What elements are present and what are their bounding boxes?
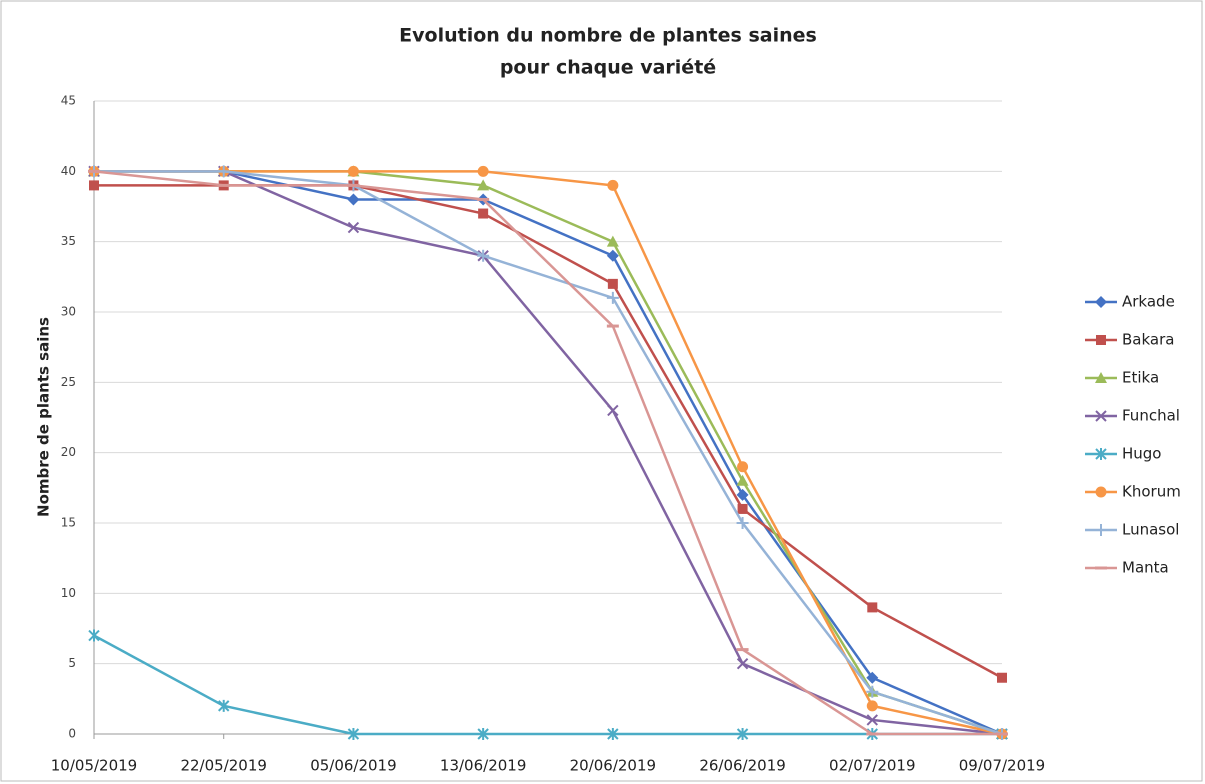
y-tick-label: 45 xyxy=(61,94,76,108)
x-tick-label: 05/06/2019 xyxy=(310,757,396,775)
y-tick-label: 0 xyxy=(68,727,76,741)
data-point xyxy=(866,714,878,726)
legend-label: Arkade xyxy=(1122,293,1175,311)
data-point xyxy=(867,602,878,613)
data-point xyxy=(477,179,490,191)
series-line xyxy=(93,634,1002,736)
data-point xyxy=(736,474,749,486)
data-point xyxy=(606,235,619,247)
legend-label: Manta xyxy=(1122,559,1169,577)
data-point xyxy=(606,249,619,262)
x-tick-label: 09/07/2019 xyxy=(959,757,1045,775)
data-point xyxy=(477,165,489,177)
data-point xyxy=(866,671,879,684)
data-point xyxy=(997,672,1007,683)
x-tick-label: 22/05/2019 xyxy=(180,757,266,775)
legend-marker xyxy=(1095,296,1107,308)
legend-marker xyxy=(1095,524,1107,536)
y-tick-label: 35 xyxy=(61,234,76,248)
data-point xyxy=(607,728,619,740)
legend-label: Etika xyxy=(1122,369,1159,387)
legend-marker xyxy=(1095,448,1107,460)
legend-marker xyxy=(1095,486,1107,498)
data-point xyxy=(347,165,359,177)
series-line xyxy=(94,170,1003,736)
y-tick-label: 5 xyxy=(68,656,76,670)
data-point xyxy=(607,404,619,417)
legend-marker xyxy=(1095,410,1107,422)
data-point xyxy=(89,180,99,191)
data-point xyxy=(607,278,618,289)
data-point xyxy=(347,728,360,740)
y-tick-label: 25 xyxy=(61,375,76,389)
series-line xyxy=(94,170,1003,736)
data-point xyxy=(737,503,748,514)
data-point xyxy=(88,629,100,642)
series-line xyxy=(94,170,1003,736)
legend-label: Lunasol xyxy=(1122,521,1179,539)
data-point xyxy=(736,488,749,501)
legend-label: Funchal xyxy=(1122,407,1180,425)
legend-label: Hugo xyxy=(1122,445,1162,463)
x-tick-label: 20/06/2019 xyxy=(570,757,656,775)
legend-label: Bakara xyxy=(1122,331,1174,349)
x-tick-label: 02/07/2019 xyxy=(829,757,915,775)
y-tick-label: 15 xyxy=(61,516,76,530)
x-tick-label: 10/05/2019 xyxy=(51,757,137,775)
series-line xyxy=(94,170,1003,736)
data-point xyxy=(347,221,360,234)
data-point xyxy=(477,728,489,740)
data-point xyxy=(607,179,619,191)
data-point xyxy=(736,517,749,529)
data-point xyxy=(866,685,879,698)
data-point xyxy=(606,291,619,304)
chart-title: Evolution du nombre de plantes saines xyxy=(399,25,817,47)
x-tick-label: 26/06/2019 xyxy=(699,757,785,775)
data-point xyxy=(736,728,749,740)
data-point xyxy=(217,165,230,178)
legend-marker xyxy=(1096,335,1106,345)
x-tick-label: 13/06/2019 xyxy=(440,757,526,775)
data-point xyxy=(477,249,490,262)
y-tick-label: 40 xyxy=(61,164,76,178)
data-point xyxy=(737,461,749,473)
y-axis-label: Nombre de plants sains xyxy=(35,317,53,517)
data-point xyxy=(478,208,489,219)
chart-title: pour chaque variété xyxy=(500,57,716,79)
data-point xyxy=(736,657,749,670)
data-point xyxy=(218,699,230,712)
data-point xyxy=(866,700,878,712)
data-point xyxy=(347,193,360,206)
y-tick-label: 10 xyxy=(61,586,76,600)
y-tick-label: 20 xyxy=(61,445,76,459)
series-line xyxy=(93,170,1002,736)
y-tick-label: 30 xyxy=(61,305,76,319)
legend-marker xyxy=(1095,372,1107,383)
legend-label: Khorum xyxy=(1122,483,1181,501)
